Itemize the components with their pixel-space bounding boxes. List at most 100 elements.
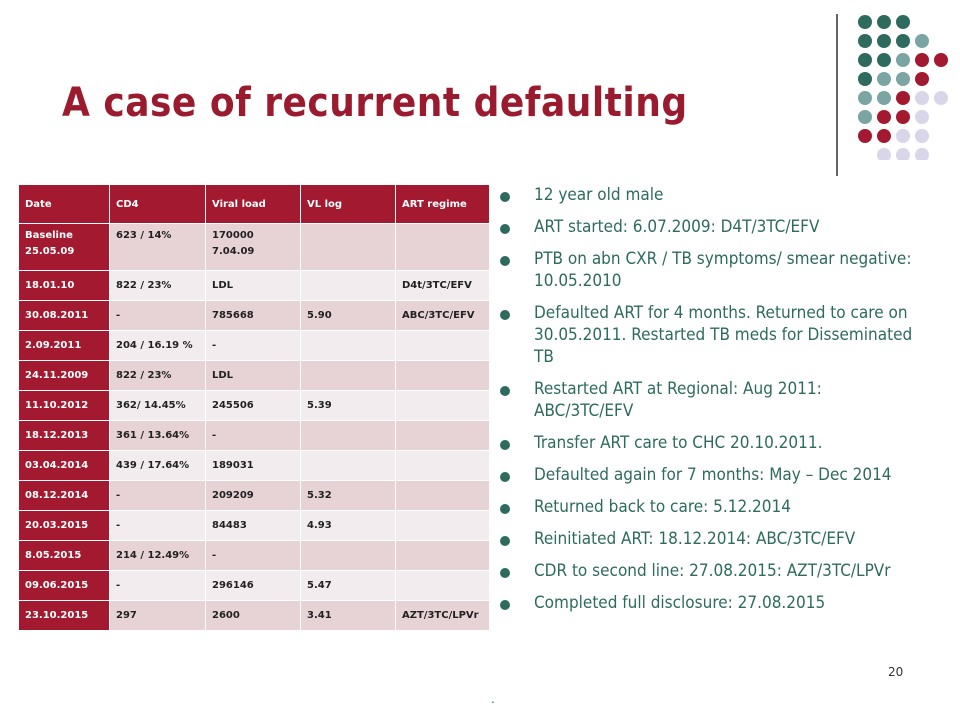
table-row: 18.01.10 822 / 23% LDL D4t/3TC/EFV: [18, 270, 490, 301]
column-header: CD4: [109, 184, 206, 224]
table-cell: 362/ 14.45%: [109, 390, 206, 421]
bullet-icon: [500, 472, 510, 482]
decorative-dot: [915, 129, 929, 143]
list-item-text: 12 year old male: [534, 185, 664, 205]
decorative-dot: [896, 34, 910, 48]
table-cell: 439 / 17.64%: [109, 450, 206, 481]
table-row: 8.05.2015 214 / 12.49% -: [18, 540, 490, 571]
table-cell: 11.10.2012: [18, 390, 110, 421]
decorative-dot: [858, 110, 872, 124]
list-item-text: CDR to second line: 27.08.2015: AZT/3TC/…: [534, 561, 891, 581]
trailing-mark: .: [491, 692, 495, 706]
list-item: Restarted ART at Regional: Aug 2011: ABC…: [496, 378, 916, 422]
table-cell: AZT/3TC/LPVr: [395, 600, 490, 631]
decorative-dot: [896, 148, 910, 160]
table-cell: 09.06.2015: [18, 570, 110, 601]
table-cell: 24.11.2009: [18, 360, 110, 391]
table-row: 18.12.2013 361 / 13.64% -: [18, 420, 490, 451]
table-cell: 30.08.2011: [18, 300, 110, 331]
table-cell: 5.39: [300, 390, 396, 421]
table-cell: 214 / 12.49%: [109, 540, 206, 571]
table-cell: D4t/3TC/EFV: [395, 270, 490, 301]
decorative-dot: [877, 34, 891, 48]
page-number: 20: [888, 665, 904, 679]
table-cell: 4.93: [300, 510, 396, 541]
decorative-dot: [877, 15, 891, 29]
table-cell: ABC/3TC/EFV: [395, 300, 490, 331]
decorative-dot: [896, 91, 910, 105]
table-cell: 170000 7.04.09: [205, 223, 301, 271]
column-header: Date: [18, 184, 110, 224]
bullet-icon: [500, 192, 510, 202]
decorative-dot: [877, 91, 891, 105]
table-cell: 204 / 16.19 %: [109, 330, 206, 361]
column-header: Viral load: [205, 184, 301, 224]
table-row: Baseline 25.05.09 623 / 14% 170000 7.04.09: [18, 223, 490, 271]
decorative-dot: [915, 148, 929, 160]
table-cell: 08.12.2014: [18, 480, 110, 511]
table-cell: -: [109, 300, 206, 331]
table-cell: 03.04.2014: [18, 450, 110, 481]
table-cell: 361 / 13.64%: [109, 420, 206, 451]
table-cell: LDL: [205, 270, 301, 301]
table-cell: 3.41: [300, 600, 396, 631]
list-item: ART started: 6.07.2009: D4T/3TC/EFV: [496, 216, 916, 238]
table-cell: [395, 360, 490, 391]
table-cell: 84483: [205, 510, 301, 541]
table-row: 24.11.2009 822 / 23% LDL: [18, 360, 490, 391]
table-cell: 2.09.2011: [18, 330, 110, 361]
list-item-text: Returned back to care: 5.12.2014: [534, 497, 791, 517]
bullet-icon: [500, 440, 510, 450]
list-item: Defaulted again for 7 months: May – Dec …: [496, 464, 916, 486]
decorative-dot: [915, 72, 929, 86]
decorative-dot: [896, 72, 910, 86]
table-cell: 209209: [205, 480, 301, 511]
list-item-text: Transfer ART care to CHC 20.10.2011.: [534, 433, 823, 453]
table-cell: [300, 450, 396, 481]
decorative-dot: [896, 53, 910, 67]
decorative-dot-grid: [858, 15, 948, 160]
table-cell: [300, 420, 396, 451]
decorative-dot: [858, 129, 872, 143]
patient-history-table: Date CD4 Viral load VL log ART regime Baseli…: [18, 184, 490, 631]
table-cell: 23.10.2015: [18, 600, 110, 631]
list-item-text: PTB on abn CXR / TB symptoms/ smear nega…: [534, 249, 912, 291]
decorative-dot: [934, 53, 948, 67]
table-cell: LDL: [205, 360, 301, 391]
bullet-icon: [500, 568, 510, 578]
decorative-dot: [877, 72, 891, 86]
table-cell: [395, 570, 490, 601]
table-cell: 822 / 23%: [109, 270, 206, 301]
table-cell: -: [205, 420, 301, 451]
table-cell: 2600: [205, 600, 301, 631]
table-cell: 5.90: [300, 300, 396, 331]
list-item: CDR to second line: 27.08.2015: AZT/3TC/…: [496, 560, 916, 582]
table-cell: [300, 223, 396, 271]
decorative-dot: [877, 148, 891, 160]
table-row: 30.08.2011-785668 5.90 ABC/3TC/EFV: [18, 300, 490, 331]
table-cell: 296146: [205, 570, 301, 601]
table-cell: [395, 540, 490, 571]
table-cell: 623 / 14%: [109, 223, 206, 271]
decorative-dot: [915, 91, 929, 105]
list-item: Completed full disclosure: 27.08.2015: [496, 592, 916, 614]
table-cell: [300, 540, 396, 571]
list-item-text: Completed full disclosure: 27.08.2015: [534, 593, 826, 613]
decorative-dot: [915, 34, 929, 48]
bullet-icon: [500, 256, 510, 266]
table-header-row: Date CD4 Viral load VL log ART regime: [18, 184, 490, 224]
decorative-dot: [858, 91, 872, 105]
list-item-text: Reinitiated ART: 18.12.2014: ABC/3TC/EFV: [534, 529, 856, 549]
table-cell: [300, 270, 396, 301]
decorative-dot: [915, 53, 929, 67]
list-item-text: Defaulted ART for 4 months. Returned to …: [534, 303, 913, 367]
decorative-dot: [877, 110, 891, 124]
table-cell: 18.01.10: [18, 270, 110, 301]
table-cell: 5.32: [300, 480, 396, 511]
table-cell: -: [109, 510, 206, 541]
list-item: PTB on abn CXR / TB symptoms/ smear nega…: [496, 248, 916, 292]
decorative-dot: [915, 110, 929, 124]
table-cell: 189031: [205, 450, 301, 481]
table-cell: 822 / 23%: [109, 360, 206, 391]
table-cell: -: [205, 540, 301, 571]
